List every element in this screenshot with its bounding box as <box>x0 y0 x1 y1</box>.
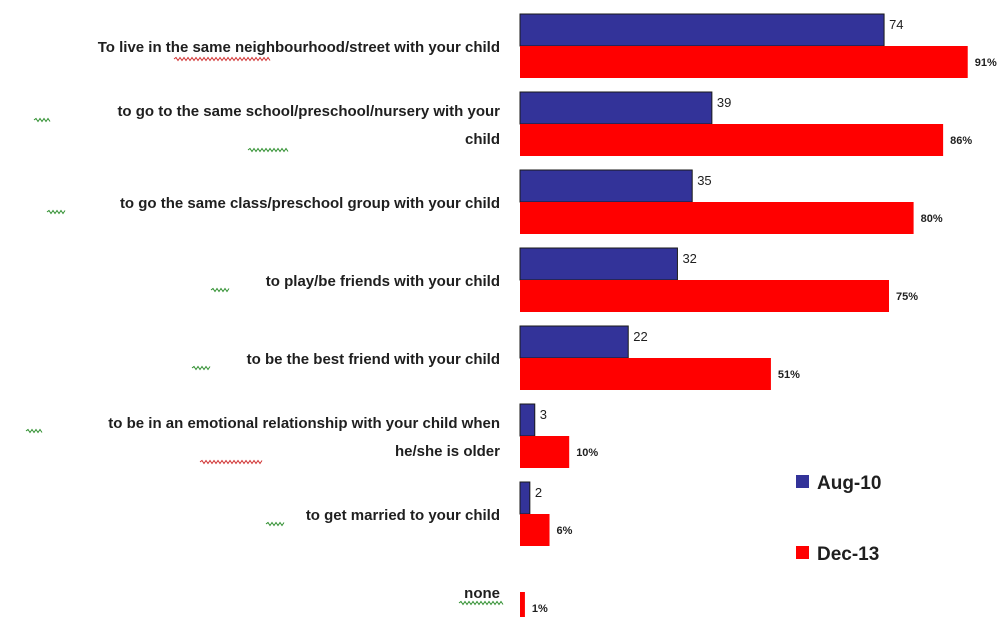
legend-swatch-aug-10 <box>796 475 809 488</box>
value-label-aug-10: 2 <box>535 485 542 500</box>
bar-dec-13 <box>520 514 550 546</box>
grammar-underline <box>25 428 43 434</box>
value-label-aug-10: 35 <box>697 173 711 188</box>
category-label: to go to the same school/preschool/nurse… <box>117 103 500 120</box>
bar-dec-13 <box>520 202 914 234</box>
bar-aug-10 <box>519 325 629 359</box>
value-labels: 74 91% 39 86% 35 80% 32 75% 22 51% 3 10% 2 6% 1% <box>532 17 997 615</box>
legend-label-dec-13: Dec-13 <box>817 544 879 565</box>
category-labels: To live in the same neighbourhood/street… <box>25 39 504 606</box>
value-label-aug-10: 39 <box>717 95 731 110</box>
bars <box>519 13 968 617</box>
category-label: to go the same class/preschool group wit… <box>120 195 500 212</box>
category-label: child <box>465 131 500 148</box>
value-label-aug-10: 74 <box>889 17 903 32</box>
grammar-underline <box>46 209 66 215</box>
spellcheck-underline <box>199 459 263 465</box>
category-label: to play/be friends with your child <box>266 273 500 290</box>
bar-dec-13 <box>520 124 944 156</box>
category-label: he/she is older <box>395 443 500 460</box>
category-label: to get married to your child <box>306 507 500 524</box>
value-label-dec-13: 51% <box>778 369 800 381</box>
category-label: to be in an emotional relationship with … <box>108 415 500 432</box>
category-label: none <box>464 585 500 602</box>
grammar-underline <box>210 287 230 293</box>
value-label-dec-13: 91% <box>975 57 997 69</box>
value-label-aug-10: 3 <box>540 407 547 422</box>
bar-aug-10 <box>519 169 693 203</box>
category-label: To live in the same neighbourhood/street… <box>98 39 500 56</box>
grammar-underline <box>247 147 289 153</box>
bar-aug-10 <box>519 91 713 125</box>
bar-aug-10 <box>519 481 531 515</box>
bar-dec-13 <box>520 46 968 78</box>
spellcheck-underline <box>173 56 271 62</box>
bar-dec-13 <box>520 358 771 390</box>
bar-dec-13 <box>520 280 889 312</box>
grammar-underline <box>191 365 211 371</box>
value-label-dec-13: 80% <box>921 213 943 225</box>
value-label-dec-13: 75% <box>896 291 918 303</box>
grammar-underline <box>265 521 285 527</box>
value-label-dec-13: 10% <box>576 447 598 459</box>
value-label-dec-13: 6% <box>557 525 573 537</box>
legend-swatch-dec-13 <box>796 546 809 559</box>
legend-label-aug-10: Aug-10 <box>817 473 881 494</box>
grammar-underline <box>33 117 51 123</box>
value-label-aug-10: 22 <box>633 329 647 344</box>
value-label-dec-13: 86% <box>950 135 972 147</box>
grammar-underline <box>458 600 504 606</box>
legend: Aug-10 Dec-13 <box>796 473 881 565</box>
bar-aug-10 <box>519 13 885 47</box>
bar-dec-13 <box>520 436 570 468</box>
value-label-dec-13: 1% <box>532 603 548 615</box>
bar-dec-13 <box>520 592 525 617</box>
value-label-aug-10: 32 <box>682 251 696 266</box>
bar-aug-10 <box>519 247 678 281</box>
bar-aug-10 <box>519 403 536 437</box>
category-label: to be the best friend with your child <box>247 351 500 368</box>
